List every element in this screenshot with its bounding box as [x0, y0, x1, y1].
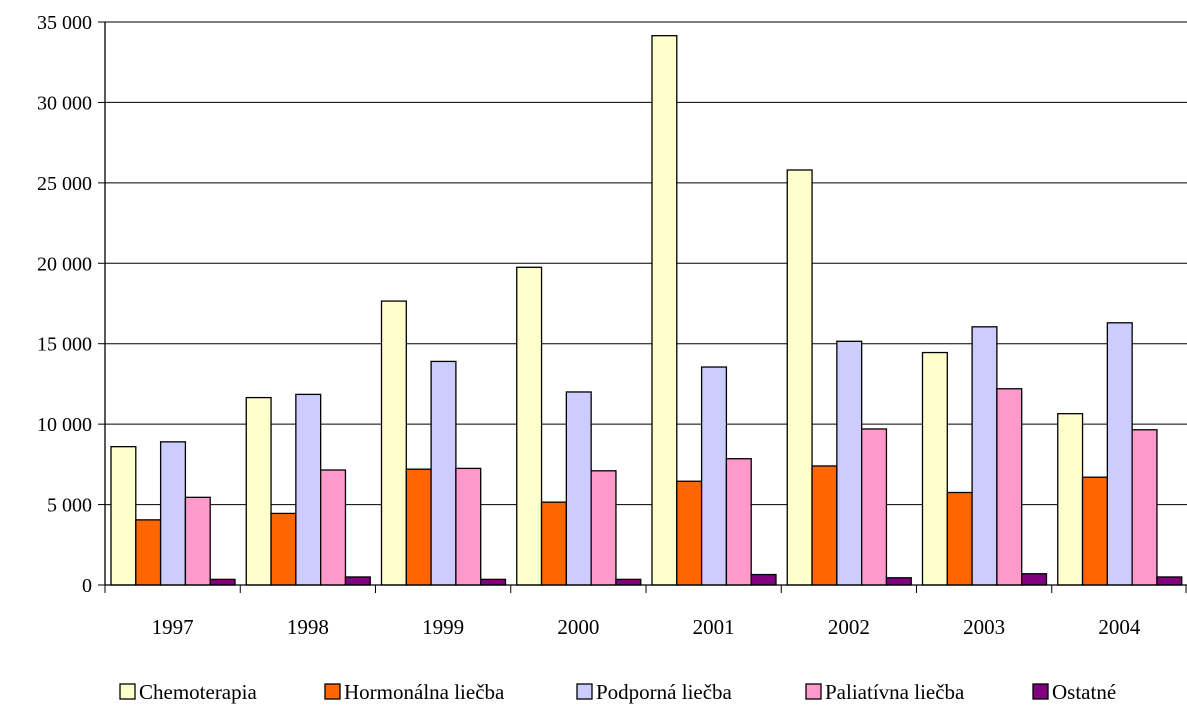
y-tick-label: 30 000: [37, 92, 92, 114]
legend-label: Ostatné: [1052, 680, 1116, 704]
bar-podporná-liečba-2004: [1106, 322, 1133, 586]
y-tick-label: 5 000: [47, 495, 92, 517]
bar-ostatné-1997: [209, 578, 236, 586]
bar-chemoterapia-1998: [245, 396, 272, 586]
bar-paliatívna-liečba-1997: [184, 496, 211, 586]
bar-podporná-liečba-2002: [836, 340, 863, 586]
bar-hormonálna-liečba-2004: [1081, 476, 1109, 586]
bar-paliatívna-liečba-1999: [455, 467, 482, 586]
bar-hormonálna-liečba-1998: [270, 512, 297, 586]
y-axis-ticks: 0 5 000 10 000 15 000 20 000 25 000 30 000 35 0…: [37, 12, 105, 597]
bar-hormonálna-liečba-1999: [405, 468, 432, 586]
bar-ostatné-2004: [1156, 576, 1183, 586]
bar-paliatívna-liečba-2003: [996, 388, 1023, 586]
bar-chemoterapia-2001: [651, 35, 678, 586]
y-tick-label: 35 000: [37, 12, 92, 34]
y-tick-label: 10 000: [37, 414, 92, 436]
bar-ostatné-2002: [885, 577, 912, 586]
x-tick-label: 1998: [287, 615, 329, 639]
x-tick-label: 1999: [422, 615, 464, 639]
bar-hormonálna-liečba-2002: [811, 465, 838, 586]
x-tick-label: 2001: [693, 615, 735, 639]
x-tick-label: 2004: [1098, 615, 1141, 639]
legend-swatch: [576, 683, 593, 700]
x-tick-label: 2000: [557, 615, 599, 639]
bar-paliatívna-liečba-2001: [725, 458, 752, 586]
bar-chemoterapia-1999: [380, 300, 407, 586]
bar-paliatívna-liečba-2002: [861, 428, 888, 586]
bar-hormonálna-liečba-2003: [946, 491, 973, 586]
legend-swatch: [1032, 683, 1049, 700]
bars: [110, 35, 1183, 586]
bar-paliatívna-liečba-2004: [1131, 429, 1158, 586]
legend: Chemoterapia Hormonálna liečba Podporná li…: [119, 680, 1116, 704]
bar-ostatné-1999: [480, 578, 507, 586]
y-tick-label: 20 000: [37, 253, 92, 275]
grid-lines: [105, 21, 1187, 506]
bar-ostatné-2000: [615, 578, 642, 586]
bar-podporná-liečba-1997: [159, 441, 187, 586]
legend-swatch: [324, 683, 341, 700]
x-axis-ticks: 1997 1998 1999 2000 2001 2002 2003 2004: [104, 585, 1187, 639]
bar-hormonálna-liečba-2001: [676, 480, 703, 586]
bar-paliatívna-liečba-2000: [590, 470, 617, 586]
y-tick-label: 0: [82, 575, 92, 597]
bar-ostatné-2001: [750, 573, 777, 586]
bar-hormonálna-liečba-1997: [135, 519, 162, 586]
bar-paliatívna-liečba-1998: [319, 469, 347, 586]
x-tick-label: 2003: [963, 615, 1005, 639]
bar-chemoterapia-2002: [786, 169, 813, 586]
y-tick-label: 25 000: [37, 173, 92, 195]
legend-label: Chemoterapia: [139, 680, 257, 704]
legend-label: Paliatívna liečba: [825, 680, 965, 704]
bar-chemoterapia-2003: [921, 351, 948, 586]
bar-podporná-liečba-1998: [295, 393, 322, 586]
legend-label: Hormonálna liečba: [344, 680, 505, 704]
bar-chemoterapia-1997: [110, 446, 137, 586]
bar-ostatné-2003: [1021, 573, 1048, 586]
bar-podporná-liečba-2000: [565, 391, 592, 586]
bar-chemoterapia-2004: [1057, 413, 1084, 586]
bar-chemoterapia-2000: [516, 266, 543, 586]
legend-label: Podporná liečba: [596, 680, 733, 704]
x-tick-label: 2002: [828, 615, 870, 639]
legend-swatch: [119, 683, 136, 700]
bar-podporná-liečba-1999: [430, 360, 457, 586]
bar-hormonálna-liečba-2000: [540, 501, 567, 586]
x-tick-label: 1997: [152, 615, 194, 639]
y-tick-label: 15 000: [37, 334, 92, 356]
bar-podporná-liečba-2003: [971, 326, 998, 586]
bar-podporná-liečba-2001: [700, 366, 728, 586]
bar-ostatné-1998: [344, 576, 371, 586]
legend-swatch: [805, 683, 822, 700]
